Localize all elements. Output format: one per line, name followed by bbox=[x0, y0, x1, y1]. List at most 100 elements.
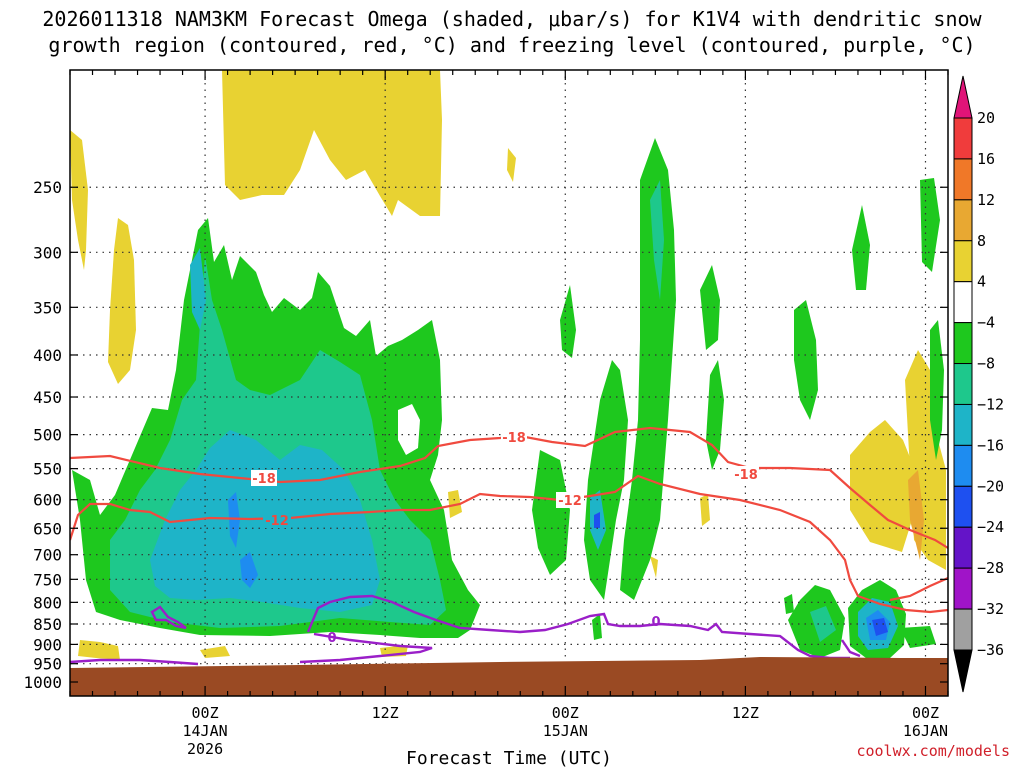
dgz-label: -12 bbox=[265, 514, 289, 529]
x-tick-label: 2026 bbox=[187, 740, 223, 758]
dgz-label: -12 bbox=[558, 494, 582, 509]
freezing-level-contour bbox=[306, 594, 850, 660]
colorbar-label: −32 bbox=[977, 600, 1004, 618]
y-tick-label: 750 bbox=[33, 570, 62, 589]
colorbar-label: 8 bbox=[977, 232, 986, 250]
omega-negative-region bbox=[560, 285, 576, 358]
colorbar-label: −36 bbox=[977, 641, 1004, 659]
x-tick-label: 00Z bbox=[192, 704, 219, 722]
y-tick-label: 250 bbox=[33, 178, 62, 197]
colorbar-label: 12 bbox=[977, 191, 995, 209]
x-tick-label: 00Z bbox=[912, 704, 939, 722]
omega-negative-region bbox=[650, 180, 664, 300]
omega-negative-region bbox=[228, 492, 240, 548]
omega-negative-region bbox=[872, 618, 888, 636]
colorbar-swatch bbox=[953, 117, 973, 160]
y-tick-label: 350 bbox=[33, 298, 62, 317]
y-axis-ticks: 2503003504004505005506006507007508008509… bbox=[23, 178, 948, 692]
y-tick-label: 1000 bbox=[23, 673, 62, 692]
terrain-ground bbox=[70, 657, 948, 696]
credit-text: coolwx.com/models bbox=[856, 742, 1010, 760]
x-tick-label: 16JAN bbox=[903, 722, 948, 740]
colorbar-bottom-arrow bbox=[953, 649, 973, 693]
y-tick-label: 950 bbox=[33, 655, 62, 674]
omega-positive-region bbox=[700, 494, 710, 526]
y-tick-label: 900 bbox=[33, 635, 62, 654]
colorbar-label: −24 bbox=[977, 518, 1004, 536]
contour-labels: -18 -18 -18 -12 -12 0 0 bbox=[251, 429, 759, 646]
dgz-label: -18 bbox=[502, 431, 526, 446]
dgz-contour-minus12 bbox=[889, 576, 948, 602]
colorbar-swatch bbox=[953, 403, 973, 446]
plot-frame bbox=[69, 69, 949, 697]
x-tick-label: 12Z bbox=[372, 704, 399, 722]
y-tick-label: 300 bbox=[33, 243, 62, 262]
omega-positive-region bbox=[200, 646, 230, 658]
title-line-2: growth region (contoured, red, °C) and f… bbox=[48, 33, 975, 57]
y-tick-label: 650 bbox=[33, 519, 62, 538]
freezing-level-contour bbox=[299, 632, 433, 664]
y-tick-label: 550 bbox=[33, 460, 62, 479]
colorbar-label: −20 bbox=[977, 477, 1004, 495]
omega-negative-region bbox=[784, 594, 794, 614]
omega-shading bbox=[70, 70, 946, 660]
omega-negative-region bbox=[920, 178, 940, 272]
freezing-level-contour bbox=[841, 639, 861, 658]
colorbar-label: −28 bbox=[977, 559, 1004, 577]
colorbar-swatch bbox=[953, 199, 973, 242]
dgz-label: -18 bbox=[252, 472, 276, 487]
omega-positive-region bbox=[850, 420, 915, 552]
omega-positive-region bbox=[70, 130, 88, 270]
colorbar-swatch bbox=[953, 240, 973, 283]
colorbar-swatch bbox=[953, 363, 973, 405]
y-tick-label: 400 bbox=[33, 346, 62, 365]
omega-positive-region bbox=[650, 556, 658, 578]
colorbar-top-arrow bbox=[953, 75, 973, 119]
dgz-label: -18 bbox=[734, 468, 758, 483]
y-tick-label: 700 bbox=[33, 546, 62, 565]
y-tick-label: 600 bbox=[33, 491, 62, 510]
x-tick-label: 00Z bbox=[552, 704, 579, 722]
gridlines bbox=[70, 70, 948, 696]
colorbar-label: −16 bbox=[977, 436, 1004, 454]
omega-negative-region bbox=[532, 450, 570, 575]
colorbar-swatch bbox=[953, 281, 973, 324]
omega-negative-region bbox=[190, 248, 206, 330]
x-tick-label: 14JAN bbox=[182, 722, 227, 740]
y-tick-label: 850 bbox=[33, 615, 62, 634]
freezing-level-contour bbox=[70, 658, 199, 666]
colorbar-label: 16 bbox=[977, 150, 995, 168]
omega-negative-region bbox=[900, 626, 936, 648]
omega-negative-region bbox=[810, 606, 836, 642]
freezing-label: 0 bbox=[651, 615, 660, 630]
omega-negative-region bbox=[592, 614, 602, 640]
title-line-1: 2026011318 NAM3KM Forecast Omega (shaded… bbox=[42, 7, 982, 31]
colorbar-swatch bbox=[953, 158, 973, 201]
omega-positive-region bbox=[908, 470, 924, 560]
omega-positive-region bbox=[108, 218, 136, 384]
dgz-contour-minus12 bbox=[70, 474, 948, 614]
colorbar-swatch bbox=[953, 444, 973, 487]
colorbar-label: −12 bbox=[977, 395, 1004, 413]
colorbar-swatch bbox=[953, 485, 973, 528]
colorbar-label: −8 bbox=[977, 355, 995, 373]
colorbar-swatch bbox=[953, 322, 973, 365]
colorbar-swatch bbox=[953, 526, 973, 569]
x-axis-label: Forecast Time (UTC) bbox=[406, 748, 612, 768]
colorbar-swatch bbox=[953, 608, 973, 651]
omega-negative-region bbox=[794, 300, 818, 420]
x-tick-label: 15JAN bbox=[543, 722, 588, 740]
omega-positive-region bbox=[78, 640, 120, 660]
omega-negative-region bbox=[706, 360, 724, 470]
omega-negative-region bbox=[700, 265, 720, 350]
colorbar-label: 4 bbox=[977, 273, 986, 291]
y-tick-label: 450 bbox=[33, 388, 62, 407]
omega-negative-region bbox=[594, 512, 600, 528]
freezing-level-contour bbox=[150, 605, 187, 630]
colorbar-swatch bbox=[953, 567, 973, 610]
x-tick-label: 12Z bbox=[732, 704, 759, 722]
colorbar-label: 20 bbox=[977, 109, 995, 127]
omega-negative-region bbox=[398, 404, 420, 455]
